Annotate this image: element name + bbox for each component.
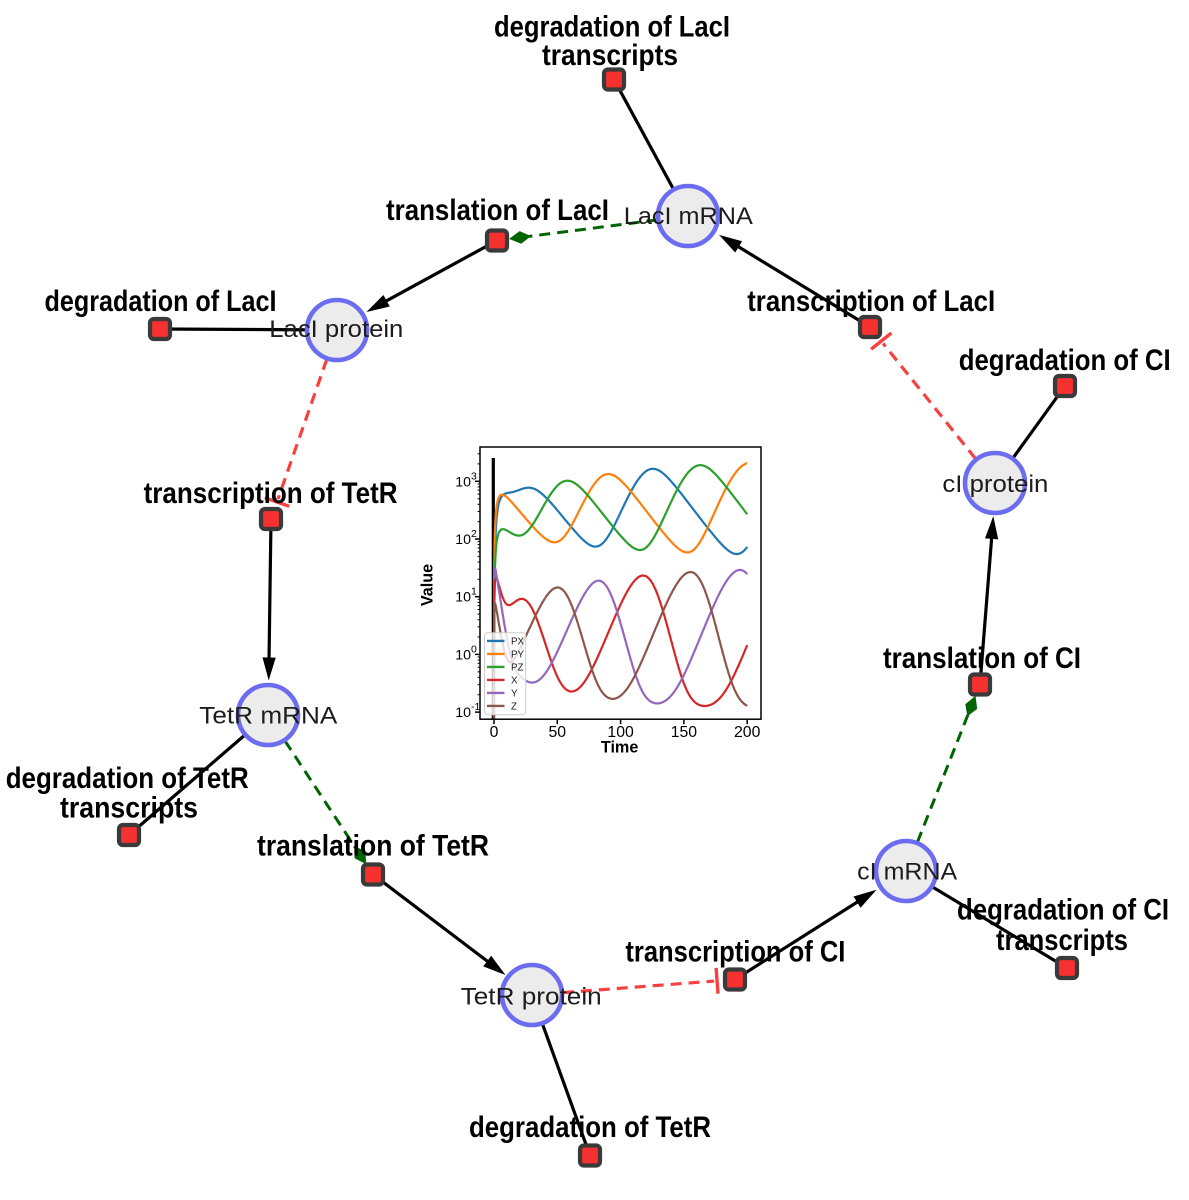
svg-text:degradation of CI: degradation of CI [959, 344, 1171, 377]
svg-text:degradation of TetR: degradation of TetR [6, 762, 249, 795]
svg-text:Z: Z [511, 701, 517, 712]
svg-text:translation of TetR: translation of TetR [257, 830, 489, 863]
svg-text:1: 1 [471, 586, 477, 598]
svg-text:Time: Time [601, 739, 639, 757]
svg-text:-1: -1 [471, 701, 480, 713]
svg-text:150: 150 [671, 724, 698, 741]
svg-text:degradation of LacI: degradation of LacI [494, 11, 730, 44]
svg-text:100: 100 [607, 724, 634, 741]
svg-text:3: 3 [471, 470, 477, 482]
svg-text:transcripts: transcripts [60, 791, 198, 824]
svg-text:cI mRNA: cI mRNA [857, 859, 957, 886]
svg-text:2: 2 [471, 528, 477, 540]
svg-text:degradation of TetR: degradation of TetR [469, 1111, 711, 1144]
svg-text:PX: PX [511, 636, 525, 647]
svg-text:degradation of LacI: degradation of LacI [45, 285, 277, 318]
svg-text:transcription of LacI: transcription of LacI [747, 285, 995, 318]
svg-text:TetR protein: TetR protein [461, 984, 602, 1011]
svg-text:PZ: PZ [511, 662, 524, 673]
svg-text:transcription of TetR: transcription of TetR [144, 477, 398, 510]
svg-text:X: X [511, 675, 518, 686]
svg-text:10: 10 [455, 705, 471, 721]
svg-text:cI protein: cI protein [942, 471, 1048, 498]
svg-text:TetR mRNA: TetR mRNA [199, 703, 337, 730]
svg-text:200: 200 [734, 724, 761, 741]
svg-text:50: 50 [549, 724, 567, 741]
svg-text:transcription of CI: transcription of CI [625, 936, 845, 969]
svg-text:Value: Value [419, 564, 437, 606]
svg-text:0: 0 [471, 643, 477, 655]
svg-text:degradation of CI: degradation of CI [957, 893, 1169, 926]
svg-text:10: 10 [455, 474, 471, 490]
svg-text:translation of LacI: translation of LacI [386, 194, 609, 227]
svg-text:10: 10 [455, 590, 471, 606]
svg-text:transcripts: transcripts [996, 924, 1128, 957]
svg-text:Y: Y [511, 688, 518, 699]
svg-text:transcripts: transcripts [542, 39, 678, 72]
svg-text:LacI protein: LacI protein [269, 316, 403, 343]
svg-text:PY: PY [511, 649, 525, 660]
svg-text:0: 0 [490, 724, 499, 741]
svg-text:LacI mRNA: LacI mRNA [624, 203, 753, 230]
svg-text:10: 10 [455, 647, 471, 663]
svg-text:translation of CI: translation of CI [883, 642, 1081, 675]
svg-text:10: 10 [455, 532, 471, 548]
